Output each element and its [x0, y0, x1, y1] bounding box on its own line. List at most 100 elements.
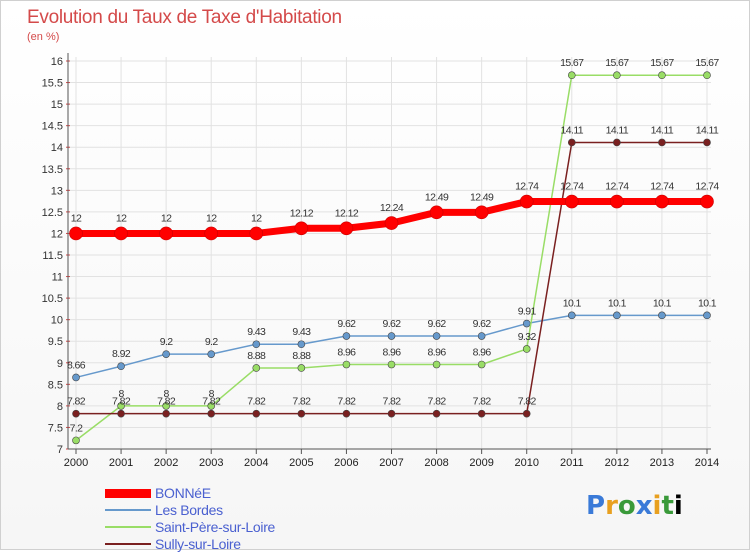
logo-letter: x [635, 491, 653, 521]
data-label: 9.43 [247, 326, 266, 338]
data-label: 7.82 [428, 396, 447, 408]
data-label: 9.62 [382, 318, 401, 330]
data-label: 12.24 [380, 202, 404, 214]
data-point [703, 71, 711, 80]
data-point [342, 409, 351, 418]
data-point [477, 332, 486, 340]
data-label: 9.2 [205, 336, 219, 348]
data-label: 7.82 [473, 396, 492, 408]
data-point [522, 345, 531, 353]
data-point [162, 402, 170, 410]
y-tick-label: 7 [57, 444, 63, 456]
data-label: 15.67 [560, 57, 584, 69]
x-tick-label: 2004 [244, 457, 268, 469]
data-point [474, 205, 489, 220]
data-label: 8.88 [292, 350, 311, 362]
data-point [342, 332, 351, 340]
data-point [387, 332, 396, 340]
data-point [432, 360, 441, 369]
data-point [477, 360, 486, 369]
data-point [159, 226, 173, 241]
logo-letter: r [605, 491, 618, 521]
data-point [658, 138, 666, 147]
data-point [162, 350, 170, 358]
data-label: 10.1 [698, 297, 717, 309]
data-point [522, 319, 531, 328]
data-label: 10.1 [653, 297, 672, 309]
x-tick-label: 2003 [199, 457, 223, 469]
data-point [522, 409, 531, 418]
data-label: 8.88 [247, 350, 266, 362]
data-label: 12.74 [650, 181, 674, 193]
x-tick-label: 2002 [154, 457, 178, 469]
data-label: 7.82 [247, 396, 266, 408]
y-tick-label: 13.5 [42, 164, 63, 176]
data-point [72, 436, 80, 445]
data-point [339, 221, 354, 236]
data-point [297, 364, 306, 372]
legend-swatch [105, 526, 151, 528]
data-point [117, 409, 125, 418]
y-tick-label: 8 [57, 401, 63, 413]
data-label: 8.96 [428, 347, 447, 359]
y-tick-label: 15.5 [42, 78, 63, 90]
data-label: 12 [71, 212, 82, 224]
y-tick-label: 14.5 [42, 121, 63, 133]
data-label: 9.62 [337, 318, 356, 330]
data-point [567, 311, 576, 320]
y-tick-label: 13 [51, 185, 63, 197]
data-label: 7.2 [70, 422, 84, 434]
logo-letter: i [652, 491, 662, 521]
data-point [613, 311, 621, 320]
data-point [477, 409, 486, 418]
data-point [72, 373, 80, 382]
data-point [613, 138, 621, 147]
x-tick-label: 2006 [334, 457, 358, 469]
data-label: 7.82 [112, 396, 131, 408]
y-tick-label: 15 [51, 99, 63, 111]
x-tick-label: 2007 [379, 457, 403, 469]
data-label: 14.11 [606, 124, 629, 136]
y-tick-label: 10 [51, 315, 63, 327]
data-label: 9.2 [160, 336, 174, 348]
data-point [567, 71, 576, 80]
y-tick-label: 11 [52, 272, 63, 284]
data-label: 7.82 [337, 396, 356, 408]
data-label: 7.82 [382, 396, 401, 408]
data-label: 10.1 [563, 297, 582, 309]
data-point [519, 194, 534, 209]
x-tick-label: 2008 [424, 457, 448, 469]
y-tick-label: 16 [51, 56, 63, 68]
data-point [252, 340, 261, 349]
data-label: 9.62 [473, 318, 492, 330]
x-tick-label: 2000 [64, 457, 88, 469]
chart-subtitle: (en %) [27, 31, 60, 43]
data-point [384, 216, 399, 230]
data-label: 8.92 [112, 348, 131, 360]
data-point [117, 402, 125, 410]
data-label: 14.11 [651, 124, 674, 136]
data-point [342, 360, 351, 369]
data-label: 15.67 [650, 57, 674, 69]
data-point [207, 402, 216, 410]
data-label: 8 [118, 388, 124, 400]
legend-label: Les Bordes [155, 502, 223, 518]
y-tick-label: 8.5 [48, 379, 63, 391]
data-label: 9.91 [518, 306, 537, 318]
y-tick-label: 10.5 [42, 293, 63, 305]
y-tick-label: 12 [51, 228, 63, 240]
data-label: 8.96 [382, 347, 401, 359]
data-label: 9.32 [518, 331, 537, 343]
y-tick-label: 9.5 [48, 336, 63, 348]
data-label: 8.66 [67, 359, 86, 371]
y-tick-label: 14 [51, 142, 63, 154]
data-point [117, 362, 125, 371]
data-point [252, 409, 261, 418]
data-label: 9.62 [428, 318, 447, 330]
data-label: 12.49 [425, 191, 449, 203]
data-point [658, 71, 666, 80]
data-label: 14.11 [561, 124, 584, 136]
data-label: 15.67 [695, 57, 719, 69]
